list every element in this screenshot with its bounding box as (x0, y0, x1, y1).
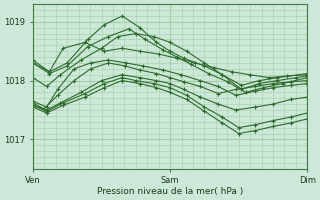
X-axis label: Pression niveau de la mer( hPa ): Pression niveau de la mer( hPa ) (97, 187, 243, 196)
